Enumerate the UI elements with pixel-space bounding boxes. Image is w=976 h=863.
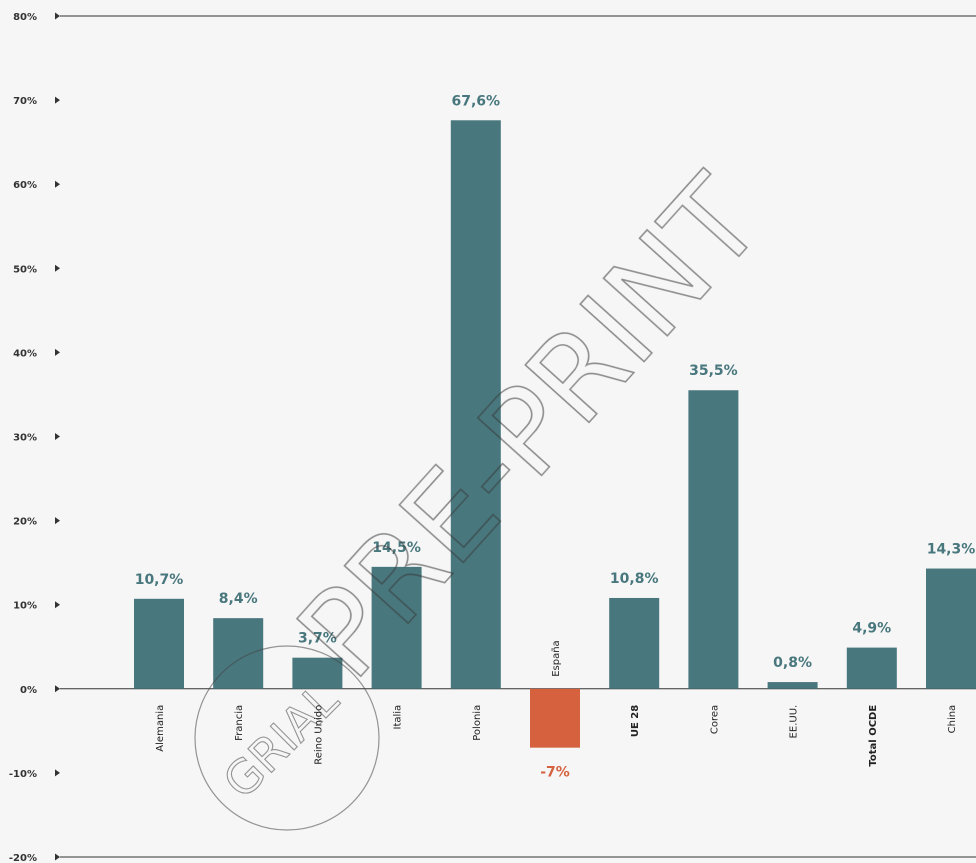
value-label: 10,8%	[610, 571, 659, 587]
value-label: 4,9%	[852, 621, 891, 637]
category-label: Total OCDE	[868, 705, 879, 767]
watermark-stamp	[194, 645, 380, 831]
category-label: China	[947, 705, 958, 734]
value-label: -7%	[540, 765, 570, 781]
y-tick-label: 20%	[13, 517, 37, 528]
bar	[530, 688, 580, 748]
y-tick-label: 10%	[13, 601, 37, 612]
value-label: 67,6%	[452, 93, 501, 109]
bar	[371, 566, 422, 689]
value-label: 35,5%	[689, 363, 738, 379]
value-label: 14,3%	[927, 542, 976, 558]
y-tick-label: -20%	[9, 853, 37, 863]
bar	[134, 598, 184, 689]
category-labels: Alemania Francia Reino Unido Italia Polonia E…	[155, 640, 958, 766]
y-tick-label: 70%	[13, 96, 37, 107]
y-tick-marker	[55, 517, 60, 525]
y-tick-marker	[55, 96, 60, 104]
y-tick-label: 50%	[13, 264, 37, 275]
bar	[450, 120, 501, 689]
category-label: España	[551, 640, 562, 676]
value-label: 14,5%	[372, 540, 421, 556]
y-tick-label: 0%	[20, 685, 37, 696]
category-label: UE 28	[630, 705, 641, 737]
y-tick-marker	[55, 264, 60, 272]
bar	[846, 647, 897, 689]
category-label: Polonia	[472, 705, 483, 741]
category-label: Reino Unido	[313, 705, 324, 765]
value-label: 3,7%	[298, 631, 337, 647]
category-label: Francia	[234, 705, 245, 741]
bar	[213, 618, 264, 689]
y-tick-label: 80%	[13, 12, 37, 23]
value-label: 8,4%	[219, 591, 258, 607]
category-label: Alemania	[155, 705, 166, 752]
value-label: 10,7%	[135, 572, 184, 588]
value-label: 0,8%	[773, 655, 812, 671]
bar	[609, 597, 660, 689]
y-tick-marker	[55, 433, 60, 440]
bar	[926, 568, 976, 689]
category-label: EE.UU.	[789, 705, 800, 739]
y-tick-marker	[55, 348, 60, 356]
value-labels: 10,7% 8,4% 3,7% 14,5% 67,6% -7% 10,8% 35,5% 0,8%…	[135, 93, 976, 780]
bar	[292, 657, 343, 689]
y-axis: -20% -10% 0% 10% 20% 30% 40% 50% 60% 70% 80%	[9, 12, 976, 863]
bars	[134, 120, 976, 748]
bar	[767, 682, 818, 689]
y-tick-label: 40%	[13, 348, 37, 359]
y-tick-marker	[55, 180, 60, 188]
y-tick-label: 60%	[13, 180, 37, 191]
y-tick-label: 30%	[13, 433, 37, 444]
y-tick-marker	[55, 685, 60, 693]
watermark-stamp-text: GRIAL	[213, 672, 349, 808]
y-tick-marker	[55, 12, 60, 20]
category-label: Corea	[709, 705, 720, 734]
category-label: Italia	[393, 705, 404, 730]
y-tick-marker	[55, 853, 60, 861]
y-tick-marker	[55, 601, 60, 609]
y-tick-marker	[55, 769, 60, 777]
bar	[688, 390, 739, 689]
y-tick-label: -10%	[9, 769, 37, 780]
